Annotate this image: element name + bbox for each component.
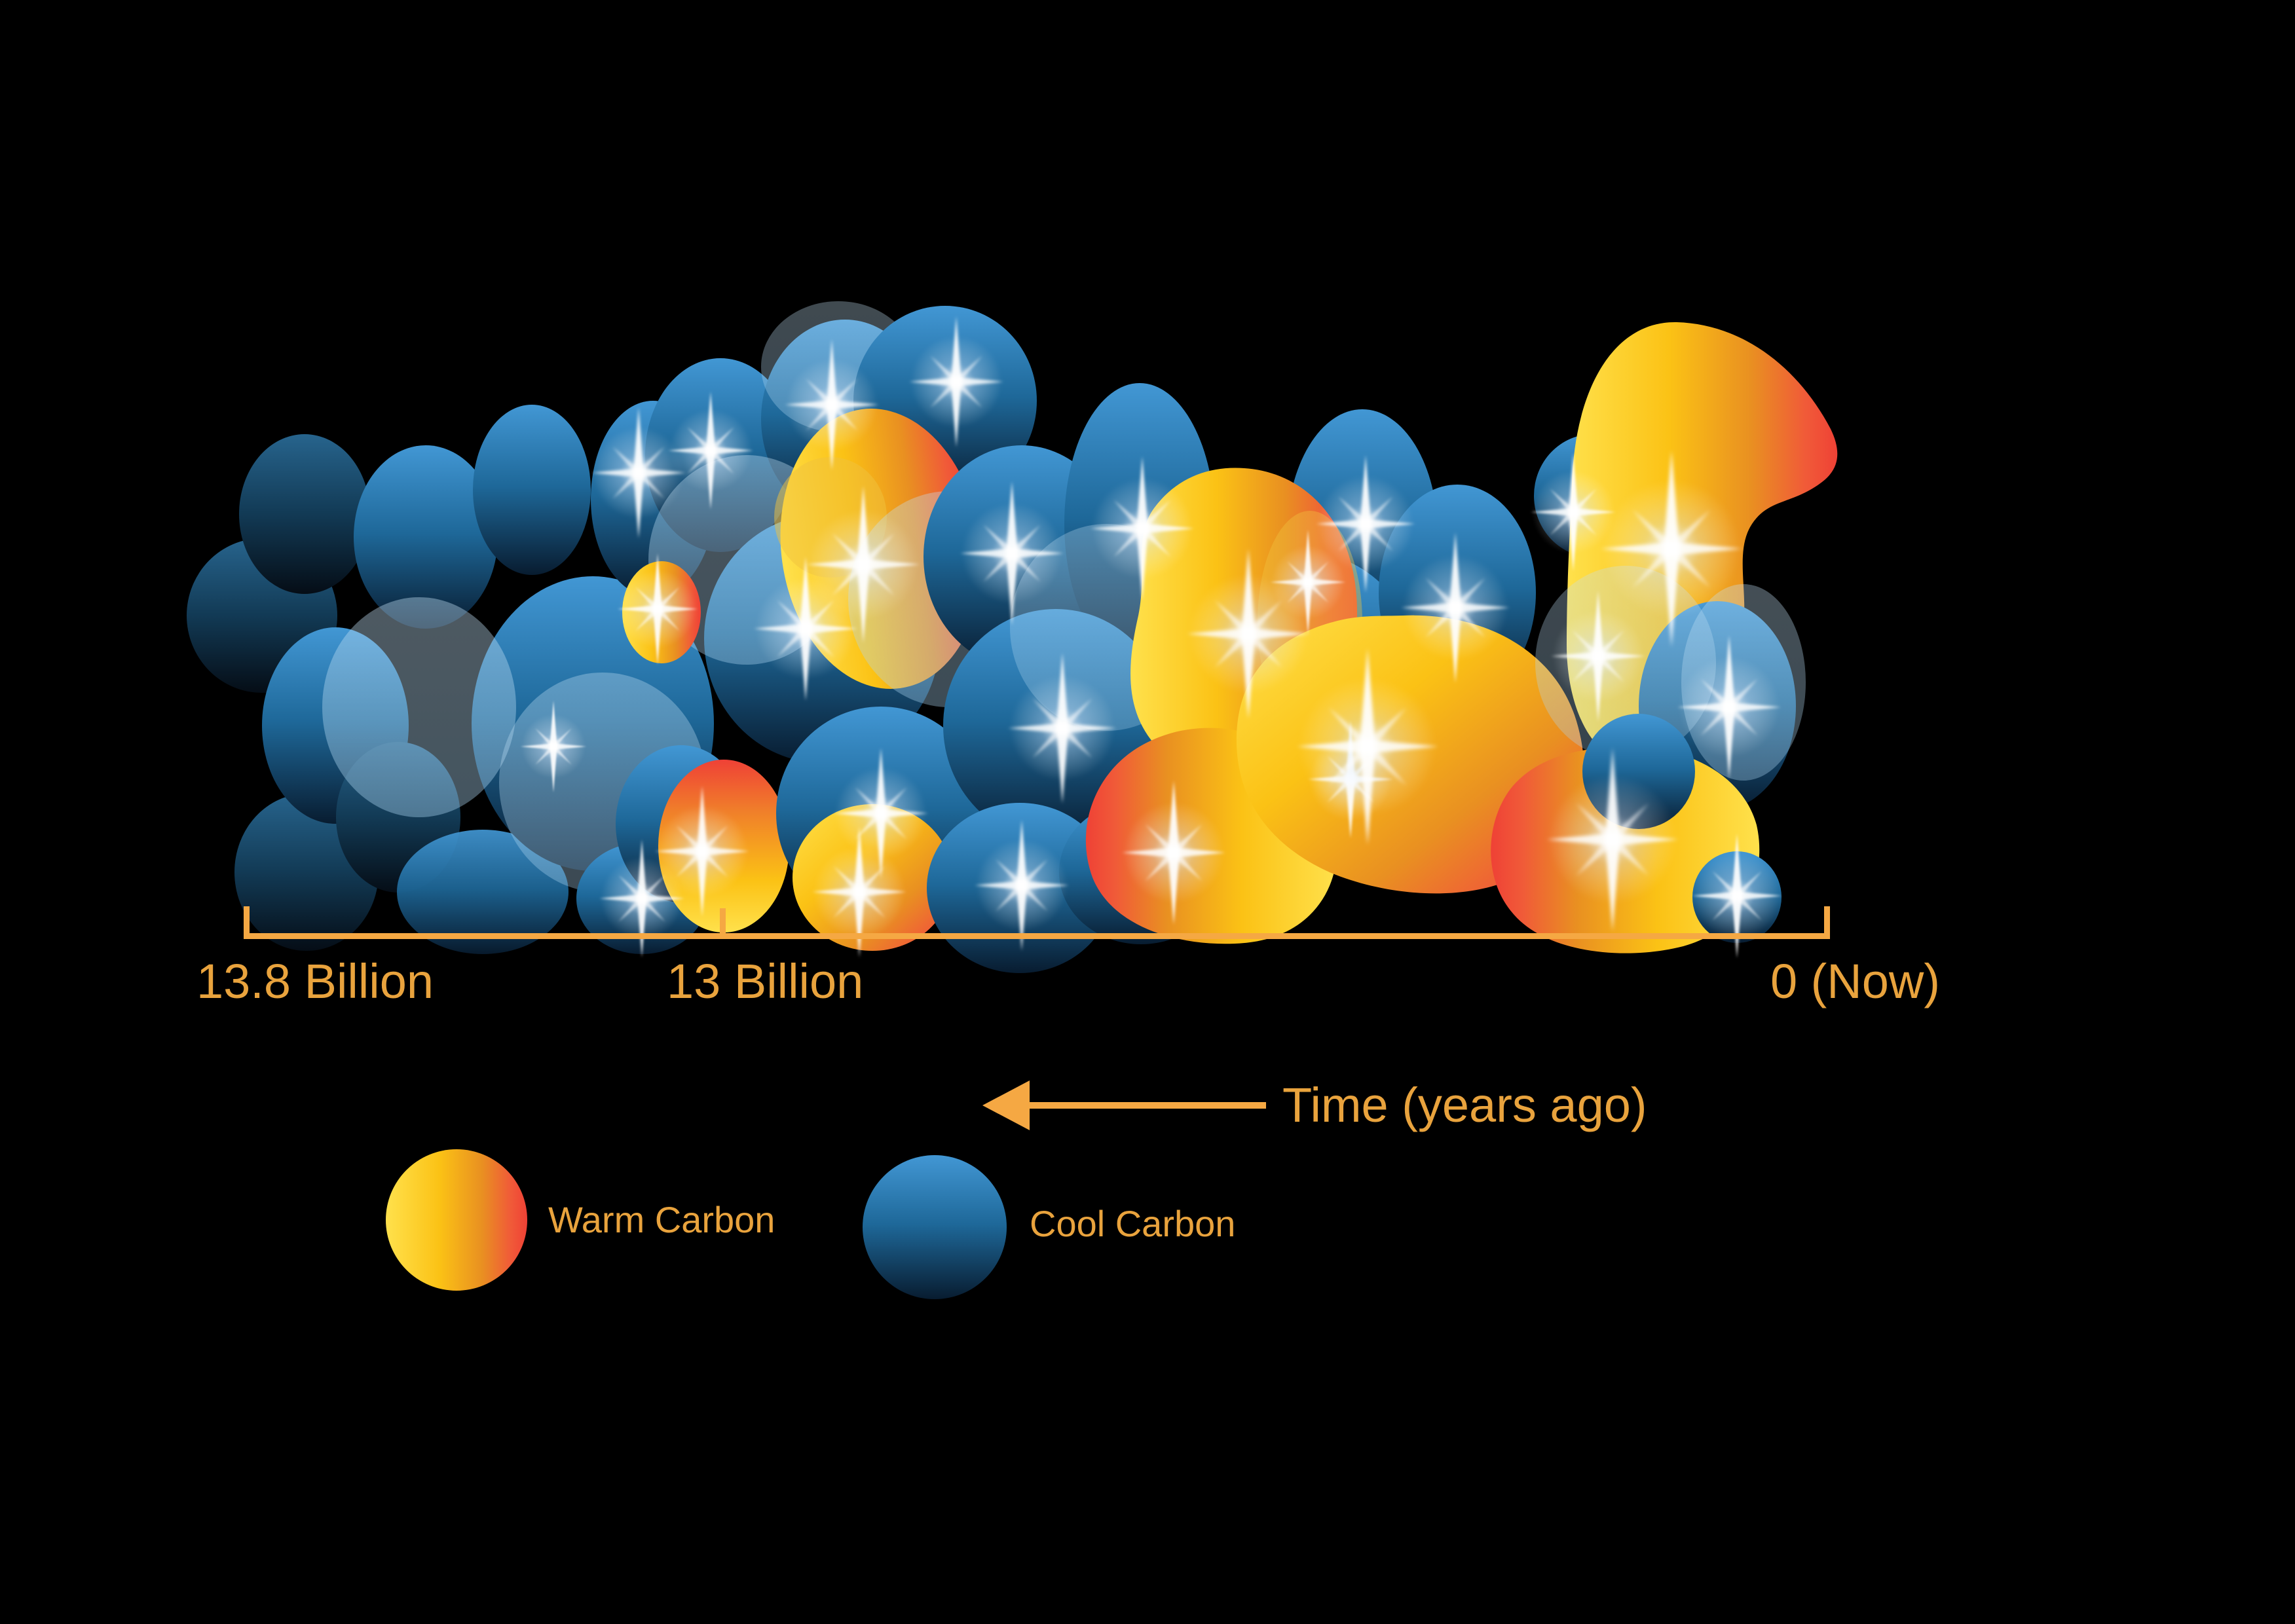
legend-cool-label: Cool Carbon [1030, 1203, 1235, 1244]
sparkle-icon-22 [1401, 532, 1510, 683]
axis-line [244, 933, 1830, 939]
sparkle-icon-21 [1121, 781, 1226, 925]
carbon-blob-2-blueDim [239, 434, 370, 594]
sparkle-icon-17 [1316, 455, 1415, 593]
star-sparkles [520, 316, 1782, 958]
carbon-blob-5-blue [354, 445, 498, 629]
sparkle-icon-9 [806, 486, 920, 643]
arrow-shaft [1027, 1102, 1266, 1109]
carbon-blob-10-light [322, 597, 516, 817]
sparkle-icon-12 [834, 748, 928, 879]
legend-cool-carbon-swatch [863, 1155, 1007, 1299]
sparkle-icon-25 [1551, 591, 1645, 722]
tick-label-13-billion: 13 Billion [667, 954, 863, 1008]
timeline-axis: 13.8 Billion 13 Billion 0 (Now) Time (ye… [196, 906, 1940, 1132]
sparkle-icon-10 [655, 786, 749, 917]
sparkle-icon-26 [1677, 635, 1782, 779]
sparkle-icon-4 [909, 316, 1003, 447]
axis-tick-middle [720, 908, 726, 939]
legend-warm-carbon-swatch [386, 1149, 527, 1291]
carbon-blob-8-blue [473, 405, 591, 575]
sparkle-icon-1 [591, 407, 686, 538]
sparkle-icon-28 [1546, 748, 1679, 931]
axis-tick-left [244, 906, 250, 939]
sparkle-icon-20 [1187, 549, 1310, 719]
sparkle-icon-3 [785, 339, 879, 470]
sparkle-icon-2 [668, 392, 753, 509]
sparkle-icon-23 [1531, 453, 1616, 571]
carbon-blob-7-blue [397, 830, 569, 954]
sparkle-icon-5 [1090, 456, 1195, 600]
tick-label-now: 0 (Now) [1770, 954, 1940, 1008]
sparkle-icon-15 [960, 481, 1064, 625]
arrow-head-icon [982, 1080, 1030, 1130]
sparkle-icon-14 [975, 820, 1069, 951]
sparkle-icon-13 [812, 826, 906, 957]
time-axis-label: Time (years ago) [1282, 1078, 1647, 1132]
sparkle-icon-6 [617, 553, 698, 665]
legend-warm-label: Warm Carbon [548, 1199, 775, 1240]
sparkle-icon-11 [599, 840, 684, 957]
sparkle-icon-7 [520, 701, 587, 792]
tick-label-13-8-billion: 13.8 Billion [196, 954, 434, 1008]
sparkle-icon-29 [1692, 834, 1782, 958]
sparkle-icon-27 [1297, 648, 1438, 845]
legend: Warm Carbon Cool Carbon [386, 1149, 1235, 1299]
sparkle-icon-16 [1008, 653, 1117, 803]
axis-tick-right [1824, 906, 1830, 939]
sparkle-icon-24 [1601, 451, 1742, 647]
time-direction-arrow [982, 1080, 1266, 1130]
